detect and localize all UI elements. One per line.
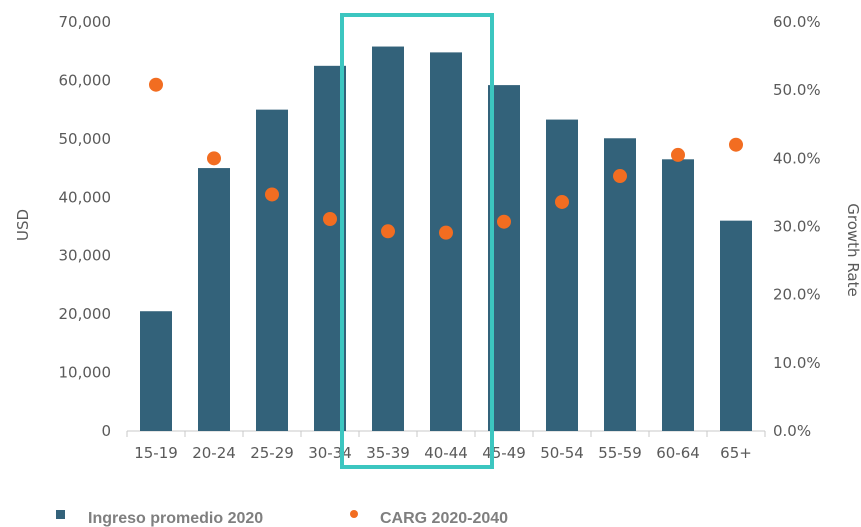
- dot: [671, 147, 685, 162]
- x-tick-label: 25-29: [250, 444, 294, 462]
- bar: [372, 46, 404, 431]
- bar: [604, 138, 636, 431]
- dot: [149, 77, 163, 92]
- dot: [729, 137, 743, 152]
- x-tick-label: 40-44: [424, 444, 468, 462]
- legend-swatch-bar: [56, 510, 65, 519]
- x-tick-label: 55-59: [598, 444, 642, 462]
- bar: [720, 220, 752, 431]
- legend-label-dot: CARG 2020-2040: [380, 510, 508, 527]
- x-axis-ticks: 15-19 20-24 25-29 30-34 35-39 40-44 45-49 50-54…: [134, 444, 752, 462]
- bar-series: [126, 46, 766, 437]
- y-tick-label: 20,000: [59, 305, 112, 323]
- y-tick-label: 10,000: [59, 364, 112, 382]
- x-tick-label: 20-24: [192, 444, 236, 462]
- y-tick-label: 70,000: [59, 13, 112, 31]
- y2-axis-title: Growth Rate: [844, 203, 861, 296]
- y2-tick-label: 50.0%: [773, 81, 821, 99]
- y-tick-label: 0: [101, 422, 111, 440]
- x-tick-label: 35-39: [366, 444, 410, 462]
- x-tick-label: 50-54: [540, 444, 584, 462]
- bar: [662, 159, 694, 432]
- bar: [256, 109, 288, 432]
- y-tick-label: 50,000: [59, 130, 112, 148]
- dot-series: [149, 77, 743, 240]
- bar: [198, 168, 230, 432]
- dot: [265, 187, 279, 202]
- bar: [546, 119, 578, 431]
- dot: [207, 151, 221, 166]
- legend-label-bar: Ingreso promedio 2020: [88, 510, 263, 527]
- y-axis-title: USD: [14, 209, 32, 241]
- y2-tick-label: 20.0%: [773, 286, 821, 304]
- y2-axis-ticks: 0.0% 10.0% 20.0% 30.0% 40.0% 50.0% 60.0%: [773, 13, 821, 440]
- dot: [497, 214, 511, 229]
- legend: Ingreso promedio 2020 CARG 2020-2040: [56, 510, 508, 527]
- dot: [381, 224, 395, 239]
- dot: [323, 212, 337, 227]
- x-tick-label: 60-64: [656, 444, 700, 462]
- bar: [140, 311, 172, 431]
- highlight-box: [340, 13, 494, 469]
- x-tick-label: 65+: [720, 444, 752, 462]
- y-tick-label: 30,000: [59, 247, 112, 265]
- dot: [439, 225, 453, 240]
- dot: [613, 169, 627, 184]
- bar: [430, 52, 462, 431]
- x-tick-label: 15-19: [134, 444, 178, 462]
- x-tick-label: 45-49: [482, 444, 526, 462]
- y2-tick-label: 40.0%: [773, 149, 821, 167]
- y2-tick-label: 30.0%: [773, 218, 821, 236]
- x-tick-label: 30-34: [308, 444, 352, 462]
- legend-swatch-dot: [350, 510, 358, 518]
- y2-tick-label: 0.0%: [773, 422, 811, 440]
- y-tick-label: 40,000: [59, 188, 112, 206]
- dot: [555, 194, 569, 209]
- y-axis-ticks: 0 10,000 20,000 30,000 40,000 50,000 60,000 70,…: [59, 13, 112, 440]
- y-tick-label: 60,000: [59, 71, 112, 89]
- y2-tick-label: 10.0%: [773, 354, 821, 372]
- y2-tick-label: 60.0%: [773, 13, 821, 31]
